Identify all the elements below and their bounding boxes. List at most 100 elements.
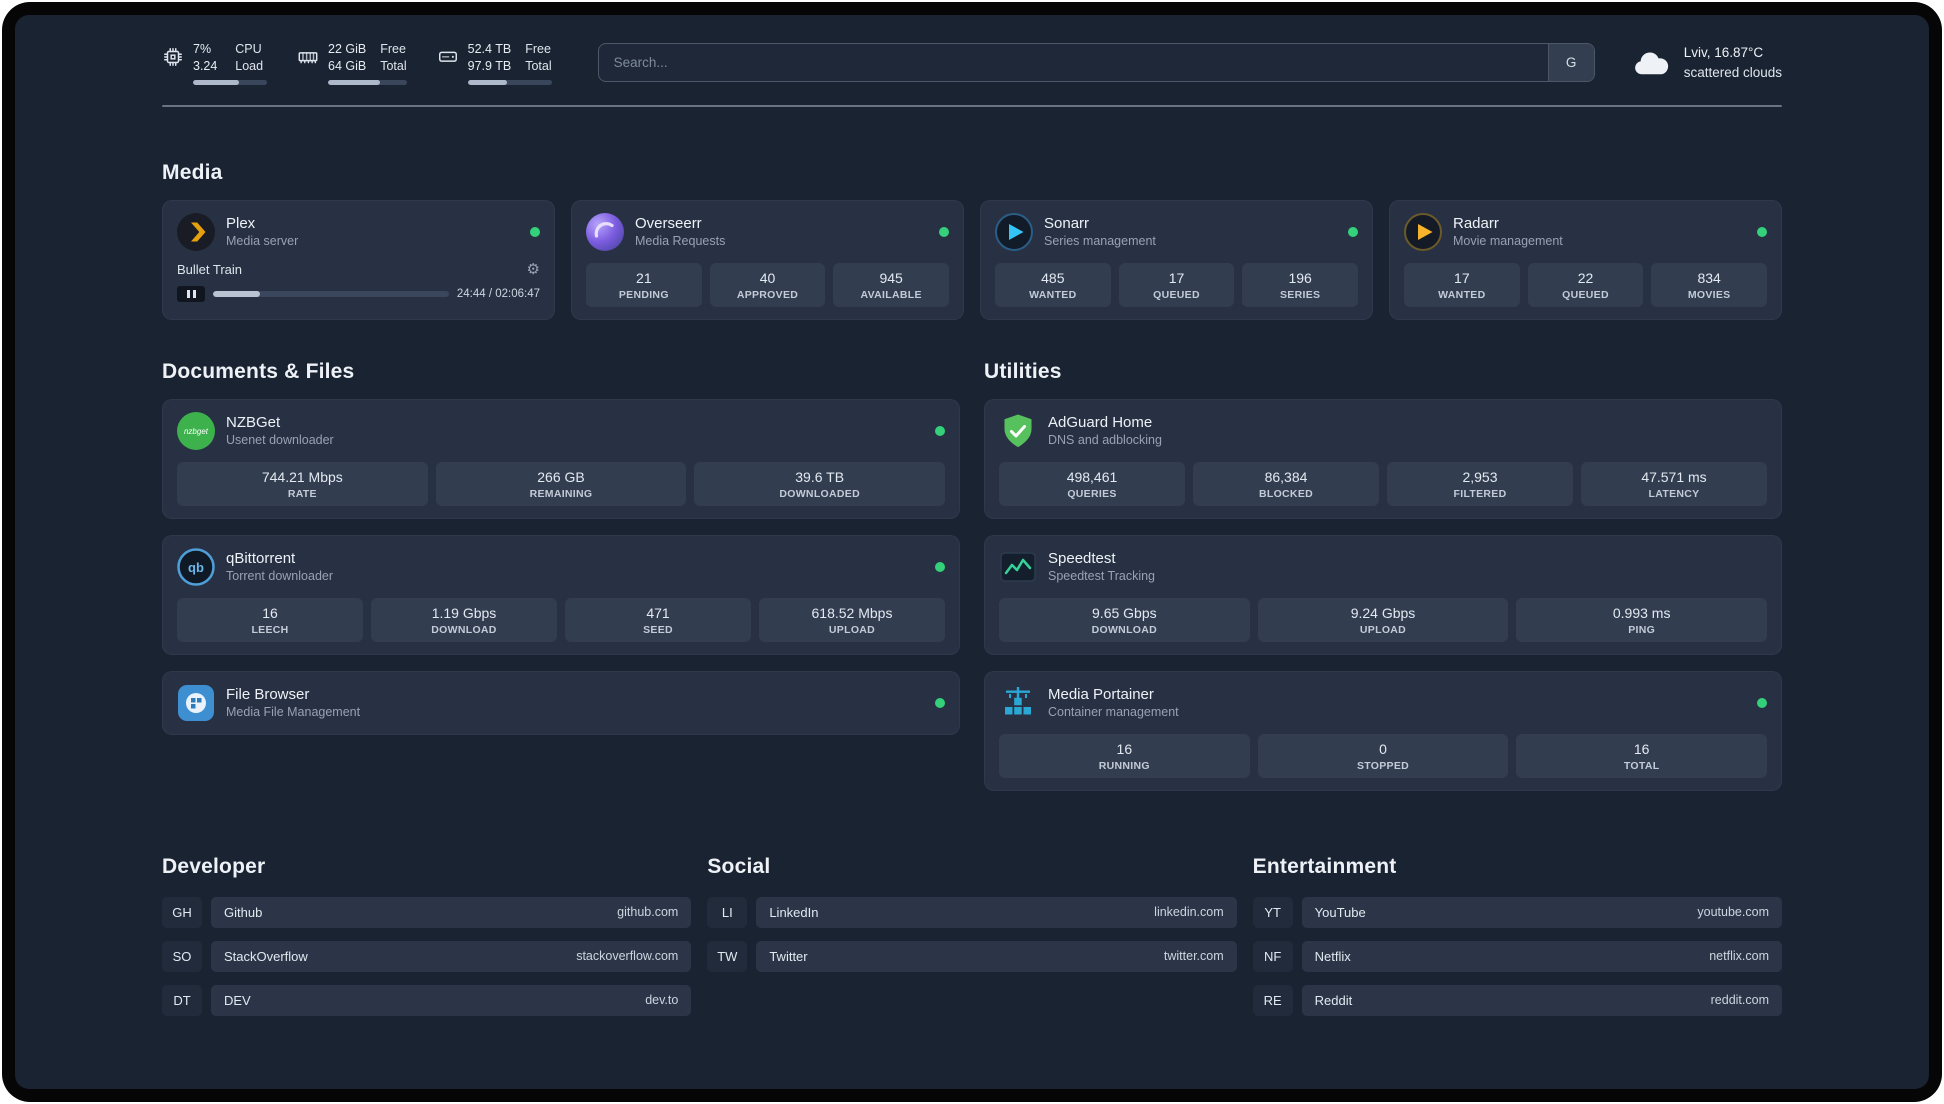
status-dot <box>935 425 945 436</box>
playback-progress-bar <box>213 290 449 297</box>
stat-block: 16 LEECH <box>177 597 363 642</box>
stat-block: 0 STOPPED <box>1257 733 1509 778</box>
stat-block: 40 APPROVED <box>709 262 826 307</box>
app-description: Media Requests <box>635 234 726 248</box>
disk-total-value: 97.9 TB <box>467 59 512 74</box>
bookmark-stackoverflow[interactable]: SO StackOverflow stackoverflow.com <box>162 940 692 972</box>
bookmark-name: Github <box>224 904 263 920</box>
app-name: Plex <box>226 215 256 232</box>
stat-block: 471 SEED <box>565 597 751 642</box>
bookmark-linkedin[interactable]: LI LinkedIn linkedin.com <box>707 896 1237 928</box>
speedtest-card[interactable]: Speedtest Speedtest Tracking 9.65 Gbps DO… <box>984 534 1782 655</box>
overseerr-card[interactable]: Overseerr Media Requests 21 PENDING 40 APP… <box>571 199 964 320</box>
app-name: Speedtest <box>1048 550 1116 567</box>
bookmark-dev[interactable]: DT DEV dev.to <box>162 984 692 1016</box>
disk-icon <box>437 46 459 68</box>
search-input[interactable] <box>598 44 1548 82</box>
settings-gear-icon[interactable]: ⚙ <box>526 260 540 278</box>
developer-bookmarks: Developer GH Github github.com SO StackOv… <box>162 855 692 1016</box>
cpu-usage-bar <box>193 79 267 85</box>
stat-block: 618.52 Mbps UPLOAD <box>759 597 945 642</box>
bookmark-youtube[interactable]: YT YouTube youtube.com <box>1252 896 1782 928</box>
top-bar: 7% CPU 3.24 Load 22 GiB Free 64 G <box>162 41 1782 85</box>
stat-block: 196 SERIES <box>1242 262 1358 307</box>
status-dot <box>530 226 540 237</box>
app-description: Container management <box>1048 705 1179 719</box>
stat-block: 0.993 ms PING <box>1516 597 1767 642</box>
stat-block: 86,384 BLOCKED <box>1193 461 1379 506</box>
bookmark-abbr: RE <box>1252 984 1293 1016</box>
bookmark-url: dev.to <box>645 993 679 1007</box>
plex-card[interactable]: Plex Media server Bullet Train ⚙ 24:44 /… <box>162 199 555 320</box>
nzbget-card[interactable]: nzbget NZBGet Usenet downloader 744.21 M… <box>162 398 960 519</box>
entertainment-bookmarks: Entertainment YT YouTube youtube.com NF N… <box>1252 854 1782 1016</box>
status-dot <box>1757 697 1767 708</box>
bookmark-netflix[interactable]: NF Netflix netflix.com <box>1252 940 1782 972</box>
weather-widget: Lviv, 16.87°C scattered clouds <box>1631 43 1782 82</box>
app-description: Media File Management <box>226 705 361 719</box>
filebrowser-icon <box>177 684 215 722</box>
cpu-usage-value: 7% <box>193 42 212 56</box>
bookmark-name: Twitter <box>769 948 808 964</box>
bookmark-url: twitter.com <box>1163 949 1224 963</box>
app-description: Media server <box>226 234 299 248</box>
app-name: AdGuard Home <box>1048 414 1153 431</box>
adguard-icon <box>999 412 1037 450</box>
search-bar: G <box>597 43 1595 83</box>
cpu-icon <box>162 46 184 68</box>
now-playing-title: Bullet Train <box>177 261 243 277</box>
documents-section-title: Documents & Files <box>162 359 355 383</box>
app-name: Media Portainer <box>1048 686 1154 703</box>
bookmark-reddit[interactable]: RE Reddit reddit.com <box>1252 984 1782 1016</box>
qbittorrent-card[interactable]: qb qBittorrent Torrent downloader 16 LEEC… <box>162 534 960 655</box>
bookmark-url: reddit.com <box>1710 993 1769 1007</box>
status-dot <box>939 226 949 237</box>
radarr-card[interactable]: Radarr Movie management 17 WANTED 22 QUEUE… <box>1389 199 1782 320</box>
portainer-card[interactable]: Media Portainer Container management 16 R… <box>984 670 1782 791</box>
entertainment-section-title: Entertainment <box>1252 854 1397 878</box>
bookmark-abbr: NF <box>1252 940 1293 972</box>
disk-total-label: Total <box>525 59 552 74</box>
bookmark-abbr: DT <box>162 984 202 1016</box>
bookmark-github[interactable]: GH Github github.com <box>162 896 692 928</box>
bookmark-url: youtube.com <box>1697 905 1769 919</box>
adguard-card[interactable]: AdGuard Home DNS and adblocking 498,461 Q… <box>984 398 1782 519</box>
bookmark-name: StackOverflow <box>224 948 308 964</box>
memory-free-value: 22 GiB <box>328 42 367 56</box>
pause-icon[interactable] <box>177 285 205 302</box>
social-bookmarks: Social LI LinkedIn linkedin.com TW Twitte… <box>707 855 1237 972</box>
svg-text:nzbget: nzbget <box>184 427 209 436</box>
cpu-usage-label: CPU <box>235 42 262 56</box>
stat-block: 945 AVAILABLE <box>833 262 949 307</box>
app-description: Torrent downloader <box>226 569 334 583</box>
bookmark-name: DEV <box>224 992 251 1008</box>
stat-block: 744.21 Mbps RATE <box>177 461 428 506</box>
app-name: qBittorrent <box>226 550 296 567</box>
cloud-icon <box>1631 48 1671 78</box>
sonarr-card[interactable]: Sonarr Series management 485 WANTED 17 QUE… <box>980 199 1373 320</box>
stat-block: 1.19 Gbps DOWNLOAD <box>371 597 557 642</box>
filebrowser-card[interactable]: File Browser Media File Management <box>162 670 960 735</box>
bookmark-abbr: LI <box>707 896 748 928</box>
stat-block: 485 WANTED <box>995 262 1111 307</box>
bookmark-abbr: GH <box>162 896 202 928</box>
app-name: Overseerr <box>635 215 702 232</box>
stat-block: 16 TOTAL <box>1516 733 1767 778</box>
bookmark-url: netflix.com <box>1709 949 1769 963</box>
memory-widget: 22 GiB Free 64 GiB Total <box>297 41 407 85</box>
stat-block: 266 GB REMAINING <box>435 461 687 506</box>
stat-block: 22 QUEUED <box>1527 262 1644 307</box>
stat-block: 16 RUNNING <box>999 733 1250 778</box>
stat-block: 834 MOVIES <box>1651 262 1767 307</box>
stat-block: 47.571 ms LATENCY <box>1581 461 1767 506</box>
search-provider-button[interactable]: G <box>1547 44 1594 82</box>
documents-section: Documents & Files nzbget NZBGet Usenet d… <box>162 360 960 735</box>
stat-block: 9.65 Gbps DOWNLOAD <box>999 597 1250 642</box>
disk-widget: 52.4 TB Free 97.9 TB Total <box>437 41 552 85</box>
stat-block: 9.24 Gbps UPLOAD <box>1257 597 1509 642</box>
bookmark-twitter[interactable]: TW Twitter twitter.com <box>707 940 1237 972</box>
memory-total-label: Total <box>380 59 407 74</box>
weather-condition: scattered clouds <box>1683 64 1782 80</box>
bookmark-name: LinkedIn <box>769 904 819 920</box>
